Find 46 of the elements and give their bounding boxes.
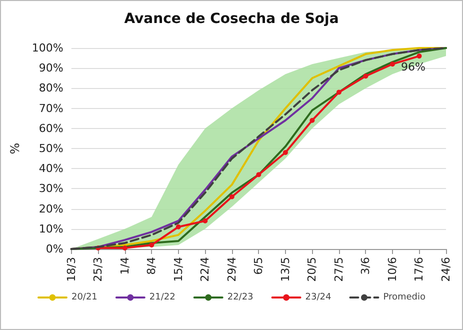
x-tick-label: 15/4 (172, 257, 185, 282)
point (149, 242, 154, 248)
x-tick-label: 20/5 (306, 257, 319, 282)
x-tick-label: 18/3 (64, 257, 78, 282)
x-tick-label: 3/6 (359, 257, 372, 275)
y-tick-label: 20% (38, 202, 64, 216)
point (229, 194, 234, 200)
y-axis-title: % (8, 142, 22, 154)
point (122, 245, 128, 250)
point (363, 74, 368, 79)
point (390, 62, 395, 67)
legend-label: 21/22 (149, 292, 176, 302)
y-tick-label: 0% (46, 242, 64, 256)
x-tick-label: 10/6 (386, 257, 399, 282)
y-tick-label: 80% (38, 82, 64, 95)
legend-label: 20/21 (71, 292, 98, 302)
legend-label: Promedio (383, 292, 426, 302)
point (282, 150, 288, 156)
y-tick-label: 70% (38, 102, 64, 115)
x-tick-label: 24/6 (440, 257, 452, 282)
x-tick-label: 8/4 (145, 257, 158, 275)
y-tick-label: 50% (38, 142, 64, 155)
point (416, 54, 422, 59)
data-label: 96% (401, 60, 426, 74)
y-tick-label: 10% (38, 222, 64, 236)
x-tick-label: 29/4 (225, 257, 238, 282)
y-tick-label: 90% (38, 62, 64, 75)
point (310, 118, 315, 123)
y-tick-label: 40% (38, 162, 64, 176)
x-tick-label: 22/4 (198, 257, 212, 282)
x-tick-label: 1/4 (118, 257, 132, 275)
point (176, 224, 181, 230)
y-tick-label: 100% (32, 42, 64, 54)
legend-label: 22/23 (227, 292, 254, 302)
x-tick-label: 17/6 (412, 257, 426, 282)
chart-title: Avance de Cosecha de Soja (124, 11, 339, 27)
y-tick-label: 30% (38, 182, 64, 196)
x-tick-label: 13/5 (278, 257, 292, 282)
point (256, 172, 262, 178)
y-tick-label: 60% (38, 122, 64, 135)
point (336, 90, 342, 95)
x-tick-label: 6/5 (252, 257, 266, 275)
x-tick-label: 27/5 (332, 257, 346, 282)
point (202, 218, 208, 224)
x-tick-label: 25/3 (92, 257, 105, 282)
legend-label: 23/24 (305, 292, 332, 302)
